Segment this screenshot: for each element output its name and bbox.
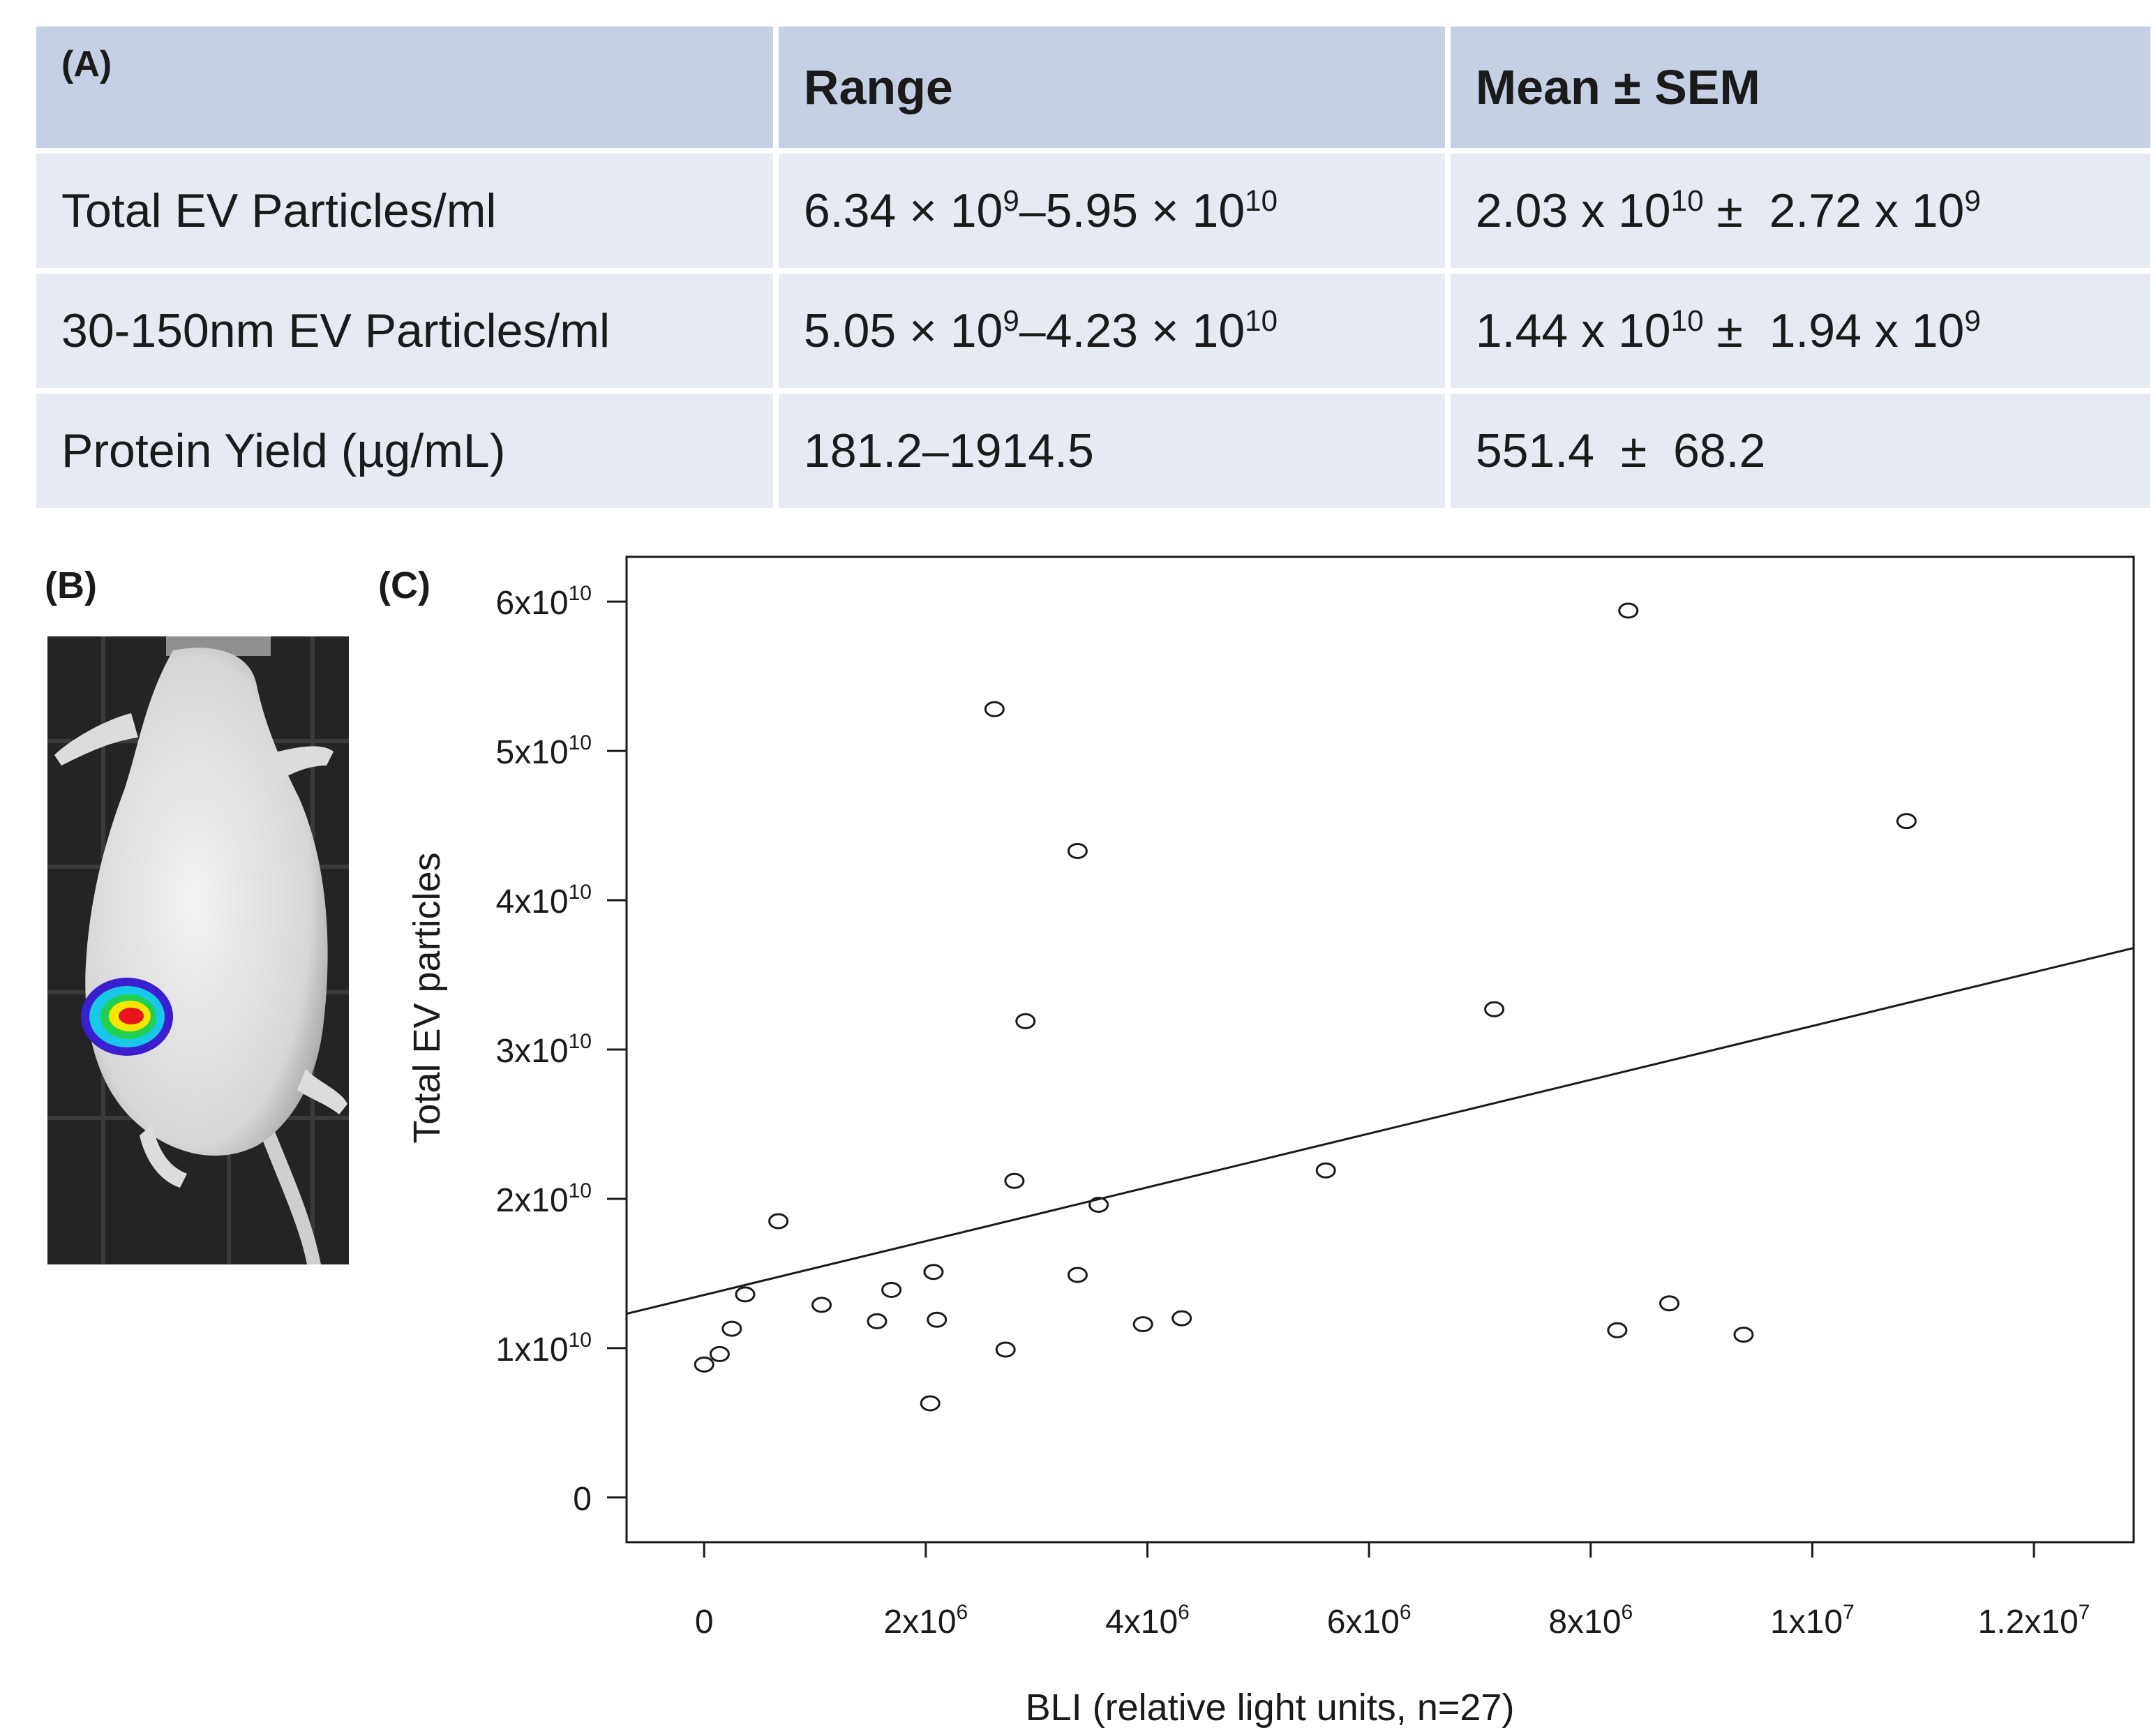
stats-table: (A) Range Mean ± SEM Total EV Particles/… [31, 21, 2156, 514]
y-tick-label: 4x1010 [496, 881, 592, 920]
mouse-forelimb-left [54, 713, 138, 766]
row-label: Protein Yield (µg/mL) [36, 394, 773, 508]
mouse-tail [257, 1118, 321, 1264]
x-tick-label: 6x106 [1327, 1601, 1412, 1641]
y-axis-title: Total EV particles [406, 852, 448, 1143]
table-header-row: (A) Range Mean ± SEM [36, 27, 2150, 148]
y-tick-label: 2x1010 [496, 1179, 592, 1219]
panel-c-label: (C) [378, 565, 431, 606]
heat-core [119, 1008, 144, 1024]
data-point [1015, 1013, 1036, 1029]
panel-b-label: (B) [45, 565, 97, 606]
data-point [1315, 1162, 1336, 1179]
x-tick-label: 1x107 [1770, 1601, 1855, 1641]
data-point [1896, 813, 1917, 830]
table-row: Protein Yield (µg/mL) 181.2–1914.5 551.4… [36, 394, 2150, 508]
bioluminescence-signal [81, 978, 173, 1056]
data-point [867, 1313, 888, 1329]
y-axis: 0 1x1010 2x1010 3x1010 4x1010 5x1010 6x1010 [496, 582, 627, 1518]
header-mean-sem: Mean ± SEM [1450, 27, 2150, 148]
row-label: Total EV Particles/ml [36, 154, 773, 268]
data-point [768, 1213, 789, 1230]
data-point [721, 1320, 742, 1337]
stats-table-panel: (A) Range Mean ± SEM Total EV Particles/… [36, 27, 2150, 508]
x-tick-label: 8x106 [1548, 1601, 1633, 1641]
mean-sem-cell: 1.44 x 1010 ± 1.94 x 109 [1450, 274, 2150, 388]
y-tick-label: 3x1010 [496, 1030, 592, 1070]
data-points [694, 602, 1917, 1412]
data-point [927, 1311, 948, 1328]
mouse-hindlimb-left [140, 1125, 187, 1188]
table-row: Total EV Particles/ml 6.34 × 109–5.95 × … [36, 154, 2150, 268]
table-row: 30-150nm EV Particles/ml 5.05 × 109–4.23… [36, 274, 2150, 388]
mouse-hindlimb-right [297, 1069, 347, 1114]
data-point [1132, 1316, 1153, 1333]
mouse-forelimb-right [264, 746, 334, 786]
data-point [1067, 1267, 1088, 1283]
x-tick-label: 4x106 [1105, 1601, 1190, 1641]
data-point [920, 1395, 941, 1412]
data-point [694, 1356, 714, 1373]
range-cell: 6.34 × 109–5.95 × 1010 [778, 154, 1445, 268]
data-point [881, 1281, 902, 1298]
data-point [1618, 602, 1639, 619]
data-point [709, 1345, 730, 1362]
regression-line [627, 947, 2134, 1315]
bioluminescence-mouse-image [47, 636, 349, 1264]
range-cell: 181.2–1914.5 [778, 394, 1445, 508]
data-point [1067, 842, 1088, 859]
data-point [1607, 1322, 1628, 1338]
y-tick-label: 1x1010 [496, 1329, 592, 1368]
x-axis: 0 2x106 4x106 6x106 8x106 1x107 1.2x107 [695, 1542, 2090, 1641]
x-tick-label: 1.2x107 [1978, 1601, 2090, 1641]
data-point [1733, 1327, 1754, 1343]
x-tick-label: 2x106 [883, 1601, 968, 1641]
header-range: Range [778, 27, 1445, 148]
y-tick-label: 5x1010 [496, 731, 592, 771]
data-point [995, 1341, 1016, 1358]
data-point [1088, 1196, 1109, 1213]
data-point [735, 1286, 756, 1303]
data-point [1659, 1295, 1680, 1312]
mouse-illustration [47, 636, 349, 1264]
plot-frame [625, 555, 2135, 1544]
x-axis-title: BLI (relative light units, n=27) [1026, 1687, 1515, 1729]
range-cell: 5.05 × 109–4.23 × 1010 [778, 274, 1445, 388]
data-point [923, 1264, 944, 1281]
data-point [1484, 1001, 1505, 1017]
data-point [1004, 1172, 1025, 1189]
x-tick-label: 0 [695, 1604, 714, 1641]
row-label: 30-150nm EV Particles/ml [36, 274, 773, 388]
data-point [984, 701, 1005, 717]
y-tick-label: 0 [573, 1481, 592, 1518]
panel-a-label: (A) [36, 27, 773, 148]
mean-sem-cell: 551.4 ± 68.2 [1450, 394, 2150, 508]
data-point [1171, 1310, 1192, 1327]
mean-sem-cell: 2.03 x 1010 ± 2.72 x 109 [1450, 154, 2150, 268]
y-tick-label: 6x1010 [496, 582, 592, 622]
data-point [811, 1297, 832, 1313]
